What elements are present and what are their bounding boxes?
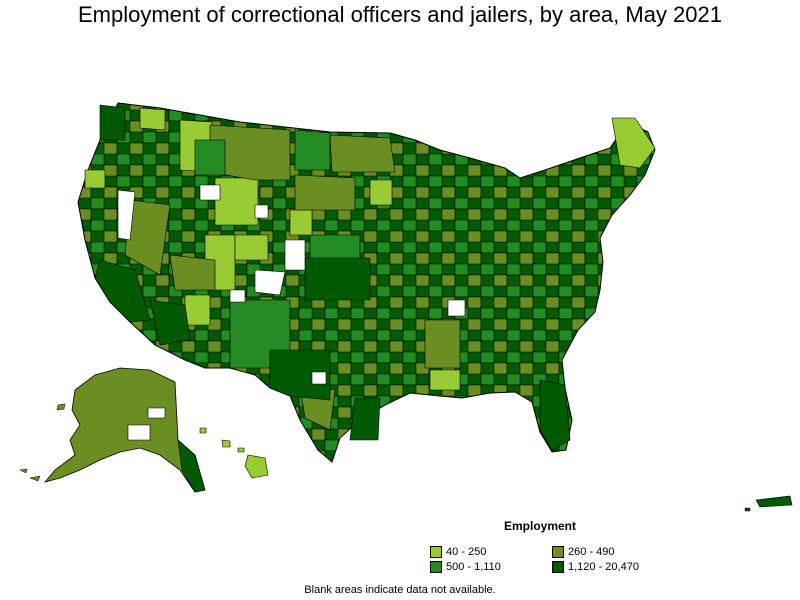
region-blank bbox=[311, 371, 327, 385]
puerto-rico bbox=[755, 495, 793, 508]
blank-areas-note: Blank areas indicate data not available. bbox=[304, 584, 496, 596]
legend-title: Employment bbox=[504, 519, 577, 533]
region-light-green bbox=[429, 369, 461, 391]
region-light-green bbox=[234, 234, 269, 261]
legend-label: 1,120 - 20,470 bbox=[568, 561, 639, 573]
region-blank bbox=[229, 289, 246, 303]
legend-item-40-250: 40 - 250 bbox=[430, 546, 486, 558]
region-olive bbox=[424, 319, 461, 369]
legend-item-500-1110: 500 - 1,110 bbox=[430, 561, 501, 573]
region-blank bbox=[117, 189, 136, 241]
region-light-green bbox=[369, 179, 393, 206]
legend-label: 40 - 250 bbox=[446, 546, 487, 558]
alaska bbox=[43, 367, 206, 493]
region-medium-green bbox=[194, 139, 226, 176]
region-light-green bbox=[139, 107, 166, 131]
region-dark-green bbox=[94, 259, 151, 323]
region-olive bbox=[294, 174, 356, 211]
legend-label: 260 - 490 bbox=[568, 546, 615, 558]
region-dark-green bbox=[349, 397, 381, 441]
aleutian-islands bbox=[19, 403, 66, 482]
region-light-green bbox=[289, 209, 313, 236]
legend-item-260-490: 260 - 490 bbox=[552, 546, 614, 558]
region-dark-green bbox=[149, 299, 191, 346]
region-blank bbox=[254, 269, 286, 296]
region-light-green bbox=[214, 177, 259, 226]
region-blank bbox=[254, 204, 269, 219]
region-olive bbox=[329, 134, 396, 173]
legend-label: 500 - 1,110 bbox=[446, 561, 501, 573]
region-light-green bbox=[611, 117, 656, 169]
region-blank bbox=[284, 239, 306, 271]
alaska-panhandle bbox=[177, 439, 206, 493]
legend-swatch bbox=[430, 561, 442, 573]
region-light-green bbox=[184, 294, 211, 326]
legend-swatch bbox=[552, 546, 564, 558]
region-olive bbox=[169, 254, 216, 291]
legend-swatch bbox=[430, 546, 442, 558]
region-medium-green bbox=[294, 129, 331, 171]
puerto-rico-islet bbox=[744, 507, 751, 512]
region-dark-green bbox=[304, 257, 371, 301]
alaska-blank bbox=[127, 424, 151, 441]
region-light-green bbox=[84, 169, 106, 189]
region-blank bbox=[199, 184, 221, 201]
legend-item-1120-20470: 1,120 - 20,470 bbox=[552, 561, 639, 573]
map-title: Employment of correctional officers and … bbox=[77, 2, 722, 27]
alaska-blank bbox=[147, 407, 166, 419]
region-dark-green bbox=[99, 104, 126, 141]
legend-swatch bbox=[552, 561, 564, 573]
region-dark-green bbox=[539, 379, 571, 451]
region-dark-green bbox=[269, 349, 331, 401]
region-blank bbox=[447, 299, 466, 317]
hawaii-islands bbox=[199, 427, 269, 479]
